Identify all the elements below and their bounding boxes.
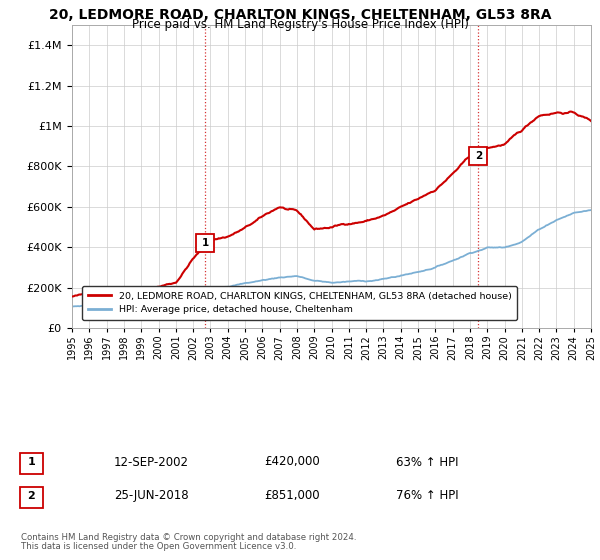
Text: 76% ↑ HPI: 76% ↑ HPI xyxy=(396,489,458,502)
Text: 63% ↑ HPI: 63% ↑ HPI xyxy=(396,455,458,469)
Text: £851,000: £851,000 xyxy=(264,489,320,502)
Text: Price paid vs. HM Land Registry's House Price Index (HPI): Price paid vs. HM Land Registry's House … xyxy=(131,18,469,31)
Text: £420,000: £420,000 xyxy=(264,455,320,469)
Text: Contains HM Land Registry data © Crown copyright and database right 2024.: Contains HM Land Registry data © Crown c… xyxy=(21,533,356,542)
Text: This data is licensed under the Open Government Licence v3.0.: This data is licensed under the Open Gov… xyxy=(21,542,296,551)
Text: 2: 2 xyxy=(28,491,35,501)
Text: 20, LEDMORE ROAD, CHARLTON KINGS, CHELTENHAM, GL53 8RA: 20, LEDMORE ROAD, CHARLTON KINGS, CHELTE… xyxy=(49,8,551,22)
Text: 12-SEP-2002: 12-SEP-2002 xyxy=(114,455,189,469)
Legend: 20, LEDMORE ROAD, CHARLTON KINGS, CHELTENHAM, GL53 8RA (detached house), HPI: Av: 20, LEDMORE ROAD, CHARLTON KINGS, CHELTE… xyxy=(82,286,517,320)
Text: 25-JUN-2018: 25-JUN-2018 xyxy=(114,489,188,502)
Text: 1: 1 xyxy=(28,457,35,467)
Text: 2: 2 xyxy=(475,151,482,161)
Text: 1: 1 xyxy=(202,238,209,248)
